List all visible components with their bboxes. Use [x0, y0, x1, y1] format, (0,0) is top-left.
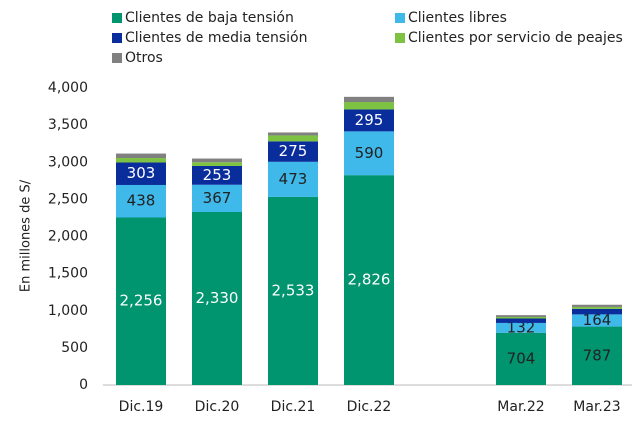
legend-swatch [112, 33, 122, 43]
bar-segment [116, 153, 166, 159]
bar-segment [116, 158, 166, 163]
bar-segment [268, 132, 318, 136]
data-label: 367 [203, 189, 232, 207]
x-tick-label: Dic.21 [271, 399, 316, 415]
bar-segment [268, 196, 318, 385]
data-label: 2,256 [120, 292, 163, 310]
bar-segment [344, 102, 394, 110]
bar-segment [496, 315, 546, 317]
data-label: 2,330 [196, 289, 239, 307]
bar-segment [268, 141, 318, 162]
y-tick-label: 1,000 [48, 303, 88, 319]
bar-segment [344, 96, 394, 103]
x-tick-label: Mar.23 [573, 399, 620, 415]
y-tick-label: 0 [79, 377, 88, 393]
y-tick-label: 2,500 [48, 191, 88, 207]
bar-segment [572, 326, 622, 385]
y-tick-label: 500 [61, 340, 88, 356]
bar-segment [572, 314, 622, 327]
y-tick-label: 1,500 [48, 266, 88, 282]
bar-segment [496, 332, 546, 385]
y-tick-label: 2,000 [48, 229, 88, 245]
x-tick-label: Dic.20 [195, 399, 240, 415]
x-tick-label: Mar.22 [497, 399, 544, 415]
data-label: 295 [355, 111, 384, 129]
x-tick-label: Dic.22 [347, 399, 392, 415]
data-label: 473 [279, 170, 308, 188]
bar-segment [268, 135, 318, 142]
data-label: 2,533 [272, 281, 315, 299]
y-axis-label: En millones de S/ [19, 179, 34, 292]
bar-segment [344, 131, 394, 176]
legend-label: Clientes de media tensión [125, 30, 308, 46]
legend-swatch [112, 13, 122, 23]
bar-segment [268, 161, 318, 197]
data-label: 787 [583, 346, 612, 364]
data-label: 303 [127, 164, 156, 182]
data-label: 253 [203, 166, 232, 184]
data-label: 438 [127, 192, 156, 210]
bar-segment [496, 322, 546, 333]
bar-segment [344, 109, 394, 132]
y-tick-label: 4,000 [48, 80, 88, 96]
bar-segment [572, 304, 622, 307]
legend-swatch [112, 53, 122, 63]
data-label: 164 [583, 311, 612, 329]
bar-segment [116, 184, 166, 218]
bar-segment [192, 158, 242, 163]
bar-segment [572, 308, 622, 315]
x-tick-label: Dic.19 [119, 399, 164, 415]
legend-swatch [395, 13, 405, 23]
bar-segment [572, 306, 622, 309]
bar-segment [496, 318, 546, 323]
y-tick-label: 3,500 [48, 117, 88, 133]
bar-segment [192, 165, 242, 185]
data-label: 590 [355, 144, 384, 162]
data-label: 275 [279, 142, 308, 160]
bar-segment [192, 211, 242, 385]
legend-label: Clientes libres [408, 10, 507, 26]
bar-segment [116, 162, 166, 185]
bar-segment [192, 162, 242, 166]
legend-swatch [395, 33, 405, 43]
bar-segment [344, 175, 394, 385]
legend-label: Otros [125, 50, 163, 66]
bar-segment [496, 316, 546, 319]
data-label: 704 [507, 349, 536, 367]
y-tick-label: 3,000 [48, 154, 88, 170]
data-label: 2,826 [348, 271, 391, 289]
bar-segment [192, 184, 242, 212]
legend-label: Clientes por servicio de peajes [408, 30, 623, 46]
bar-segment [116, 217, 166, 385]
legend-label: Clientes de baja tensión [125, 10, 294, 26]
